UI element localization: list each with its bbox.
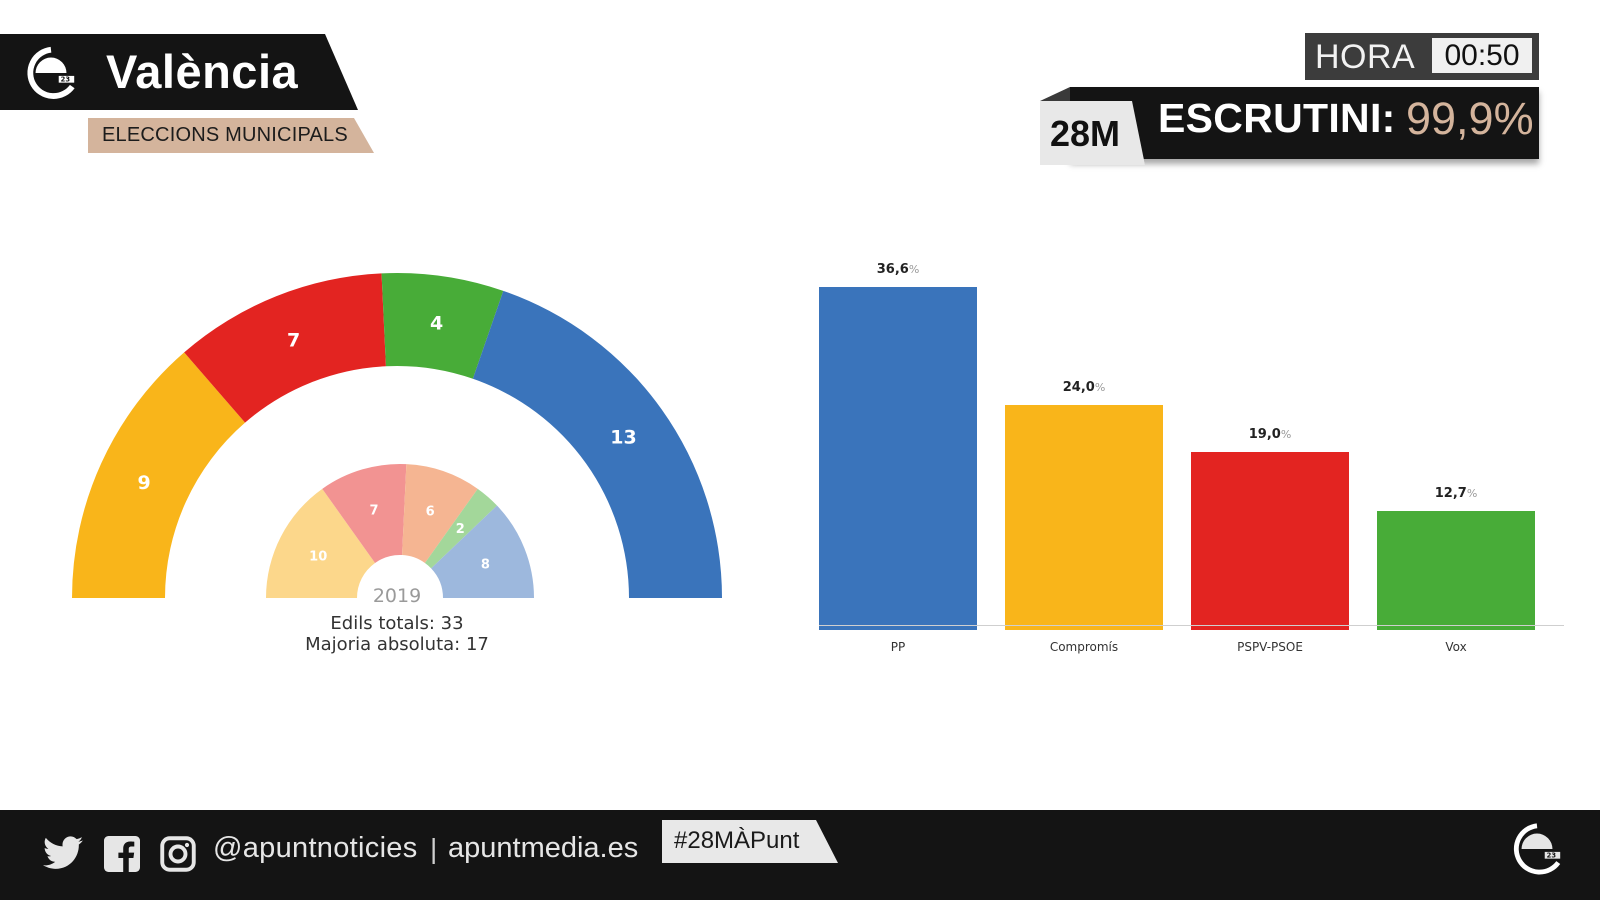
seats-2019-segment xyxy=(431,505,534,598)
election-date-tag: 28M xyxy=(1040,101,1145,165)
footer-bar: @apuntnoticies | apuntmedia.es #28MÀPunt… xyxy=(0,810,1600,900)
facebook-icon[interactable] xyxy=(104,836,140,872)
count-progress-label: ESCRUTINI: xyxy=(1158,95,1396,141)
seats-2023-seat-count: 13 xyxy=(610,426,636,448)
seats-2023-segment xyxy=(184,273,386,423)
time-value: 00:50 xyxy=(1432,38,1532,73)
tag-fold xyxy=(1040,87,1070,101)
previous-year-label: 2019 xyxy=(372,585,422,607)
twitter-icon[interactable] xyxy=(43,836,83,870)
bar-category-label: Vox xyxy=(1445,640,1467,654)
seats-2023-seat-count: 7 xyxy=(287,330,300,352)
city-name: València xyxy=(106,45,299,98)
bar-column: 24,0% xyxy=(1005,245,1163,630)
svg-text:23: 23 xyxy=(61,76,71,84)
seats-hemicycle-chart: 9 7 4 13 10 7 6 2 8 xyxy=(72,272,722,598)
seats-2019-segment xyxy=(266,488,376,598)
bar-category-label: Compromís xyxy=(1049,640,1119,654)
svg-text:23: 23 xyxy=(1547,852,1557,860)
election-type-label: ELECCIONS MUNICIPALS xyxy=(88,118,374,153)
count-progress-value: 99,9% xyxy=(1406,93,1534,144)
seats-2019-seat-count: 10 xyxy=(309,549,327,564)
total-seats-text: Edils totals: 33 xyxy=(330,613,464,634)
seats-2023-segment xyxy=(72,352,246,598)
footer-separator: | xyxy=(430,833,438,864)
seats-2019-seat-count: 2 xyxy=(456,522,465,537)
election-type-text: ELECCIONS MUNICIPALS xyxy=(102,124,348,146)
bar-value-label: 12,7% xyxy=(1434,485,1478,501)
instagram-icon[interactable] xyxy=(160,836,196,872)
bar-value-label: 19,0% xyxy=(1248,426,1292,442)
time-box: HORA 00:50 xyxy=(1305,33,1539,80)
seats-2019-seat-count: 7 xyxy=(370,503,379,518)
seats-2023-segment xyxy=(381,272,504,379)
apunt-logo-icon: 23 xyxy=(1513,823,1561,875)
bar-chart-axis xyxy=(819,625,1564,626)
absolute-majority-text: Majoria absoluta: 17 xyxy=(305,634,489,655)
seats-2019-segment xyxy=(402,464,478,563)
count-progress-banner: ESCRUTINI: 99,9% xyxy=(1070,87,1539,159)
seats-2023-segment xyxy=(472,290,722,598)
hashtag-badge: #28MÀPunt xyxy=(662,820,838,863)
seats-2019-segment xyxy=(322,463,407,563)
time-label: HORA xyxy=(1315,38,1416,76)
seats-2023-seat-count: 4 xyxy=(430,312,443,334)
city-title-banner: 23 València xyxy=(0,34,358,110)
election-date-text: 28M xyxy=(1050,113,1121,154)
bar-column: 36,6% xyxy=(819,245,977,630)
seat-totals: Edils totals: 33 Majoria absoluta: 17 xyxy=(247,613,547,655)
social-handle-link[interactable]: @apuntnoticies xyxy=(213,832,418,864)
apunt-logo-icon: 23 xyxy=(27,46,75,99)
bar-value-label: 24,0% xyxy=(1062,380,1106,396)
seats-2019-seat-count: 6 xyxy=(426,505,435,520)
bar-pp xyxy=(819,287,977,630)
seats-2019-seat-count: 8 xyxy=(481,557,490,572)
bar-comprom-s xyxy=(1005,405,1163,630)
seats-2019-arc: 10 7 6 2 8 xyxy=(266,463,534,598)
bar-pspv-psoe xyxy=(1191,451,1349,630)
seats-2023-seat-count: 9 xyxy=(138,472,151,494)
seats-2023-arc: 9 7 4 13 xyxy=(72,272,722,598)
seats-2019-segment xyxy=(424,488,497,569)
bar-category-label: PSPV-PSOE xyxy=(1237,640,1303,654)
vote-share-bar-chart: 36,6% 24,0% 19,0% 12,7% xyxy=(819,240,1564,630)
website-link[interactable]: apuntmedia.es xyxy=(448,832,639,864)
bar-category-label: PP xyxy=(890,640,906,654)
bar-value-label: 36,6% xyxy=(876,262,920,277)
bar-vox xyxy=(1377,510,1535,630)
bar-column: 12,7% xyxy=(1377,245,1535,630)
bar-column: 19,0% xyxy=(1191,245,1349,630)
hashtag-text: #28MÀPunt xyxy=(674,827,800,854)
